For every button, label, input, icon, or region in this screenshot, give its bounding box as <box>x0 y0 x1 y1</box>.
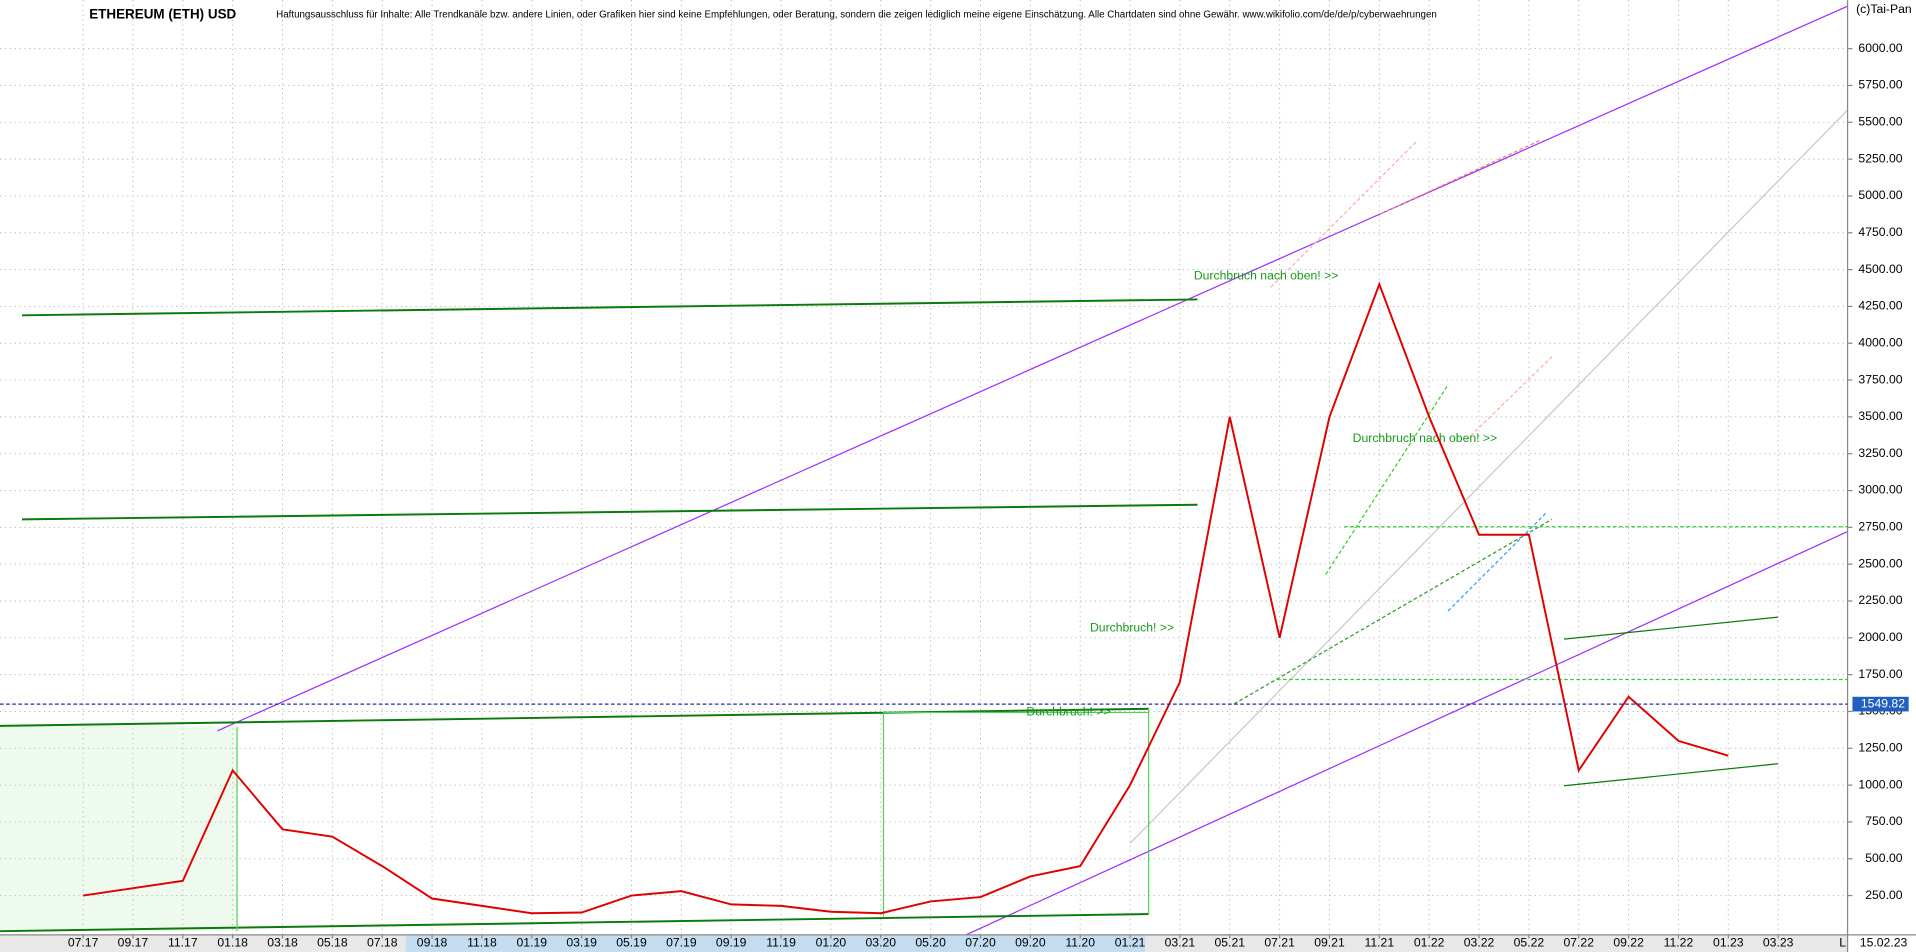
x-tick-label: 05.19 <box>616 936 647 950</box>
x-tick-label: 07.20 <box>965 936 996 950</box>
y-tick-label: 2250.00 <box>1858 593 1902 607</box>
y-tick-label: 2000.00 <box>1858 630 1902 644</box>
x-tick-label: 11.20 <box>1065 936 1095 950</box>
y-tick-label: 5500.00 <box>1858 115 1902 129</box>
y-tick-label: 3750.00 <box>1858 372 1902 386</box>
y-tick-label: 1000.00 <box>1858 777 1902 791</box>
x-tick-label: 09.17 <box>118 936 149 950</box>
support-line <box>0 913 1149 933</box>
annotation: Durchbruch nach oben! >> <box>1194 268 1339 282</box>
x-tick-label: 07.19 <box>666 936 697 950</box>
x-tick-label: 03.18 <box>267 936 298 950</box>
x-tick-label: 11.17 <box>168 936 198 950</box>
annotation: Durchbruch! >> <box>1026 705 1110 719</box>
grid <box>0 0 1848 935</box>
zone-fill <box>0 725 238 932</box>
x-tick-label: 07.22 <box>1563 936 1594 950</box>
y-tick-label: 250.00 <box>1865 888 1903 902</box>
price-line <box>82 281 1729 915</box>
y-tick-label: 500.00 <box>1865 851 1903 865</box>
x-tick-label: 01.18 <box>217 936 248 950</box>
dashed-line <box>1465 356 1553 441</box>
trend-line <box>1129 109 1849 844</box>
x-tick-label: 03.21 <box>1165 936 1196 950</box>
x-tick-label: 07.21 <box>1264 936 1295 950</box>
channel-line <box>1564 616 1778 640</box>
support-line <box>21 503 1198 521</box>
annotation: Durchbruch nach oben! >> <box>1353 431 1498 445</box>
x-tick-label: 07.17 <box>68 936 99 950</box>
y-tick-label: 2500.00 <box>1858 556 1902 570</box>
annotation: Durchbruch! >> <box>1090 620 1174 634</box>
y-tick-label: 3000.00 <box>1858 483 1902 497</box>
y-tick-label: 750.00 <box>1865 814 1903 828</box>
y-tick-label: 4000.00 <box>1858 335 1902 349</box>
x-tick-label: 01.19 <box>517 936 548 950</box>
trend-line <box>928 531 1848 952</box>
support-line <box>0 707 1149 727</box>
y-tick-label: 6000.00 <box>1858 41 1902 55</box>
x-tick-label: 11.19 <box>766 936 796 950</box>
dashed-line <box>1380 140 1540 215</box>
x-tick-label: 03.22 <box>1464 936 1495 950</box>
y-tick-label: 1750.00 <box>1858 667 1902 681</box>
chart-title: ETHEREUM (ETH) USD <box>89 6 236 21</box>
y-tick-label: 3250.00 <box>1858 446 1902 460</box>
y-tick-label: 4250.00 <box>1858 299 1902 313</box>
y-tick-label: 3500.00 <box>1858 409 1902 423</box>
y-tick-label: 1250.00 <box>1858 741 1902 755</box>
trend-lines <box>0 5 1849 952</box>
x-axis-highlight <box>405 934 1145 952</box>
x-tick-label: 09.22 <box>1613 936 1644 950</box>
y-tick-label: 4750.00 <box>1858 225 1902 239</box>
support-line <box>21 298 1198 317</box>
x-tick-label: 01.21 <box>1115 936 1146 950</box>
dashed-line <box>1325 384 1449 575</box>
x-tick-label: 09.21 <box>1314 936 1345 950</box>
y-tick-label: 5250.00 <box>1858 151 1902 165</box>
disclaimer: Haftungsausschluss für Inhalte: Alle Tre… <box>276 9 1437 20</box>
x-tick-label: 01.23 <box>1713 936 1744 950</box>
x-tick-label: 05.22 <box>1514 936 1545 950</box>
y-tick-label: 4500.00 <box>1858 262 1902 276</box>
y-tick-label: 5750.00 <box>1858 78 1902 92</box>
x-tick-label: 11.18 <box>467 936 497 950</box>
x-tick-label: 03.19 <box>566 936 597 950</box>
last-price-label: 1549.82 <box>1861 696 1905 710</box>
last-price-box <box>1852 696 1909 712</box>
x-tick-label: 05.21 <box>1214 936 1245 950</box>
y-tick-label: 2750.00 <box>1858 520 1902 534</box>
x-tick-label: 01.20 <box>816 936 847 950</box>
channel-line <box>1564 763 1778 787</box>
x-tick-label: 01.22 <box>1414 936 1445 950</box>
dashed-line <box>1447 512 1547 612</box>
dashed-line <box>1233 518 1553 705</box>
dashed-line <box>1270 140 1418 288</box>
x-tick-label: 11.21 <box>1365 936 1395 950</box>
x-tick-label: 03.23 <box>1763 936 1794 950</box>
date-label: 15.02.23 <box>1860 936 1908 950</box>
x-tick-label: 03.20 <box>866 936 897 950</box>
x-tick-label: 11.22 <box>1664 936 1694 950</box>
x-tick-label: 09.19 <box>716 936 747 950</box>
trend-line <box>217 5 1848 732</box>
x-tick-label: 05.18 <box>317 936 348 950</box>
x-tick-label: 09.18 <box>417 936 448 950</box>
x-tick-label: 05.20 <box>915 936 946 950</box>
source: (c)Tai-Pan <box>1856 2 1912 16</box>
x-tick-label: 09.20 <box>1015 936 1046 950</box>
axis-marker: L <box>1839 936 1846 950</box>
y-tick-label: 5000.00 <box>1858 188 1902 202</box>
x-tick-label: 07.18 <box>367 936 398 950</box>
